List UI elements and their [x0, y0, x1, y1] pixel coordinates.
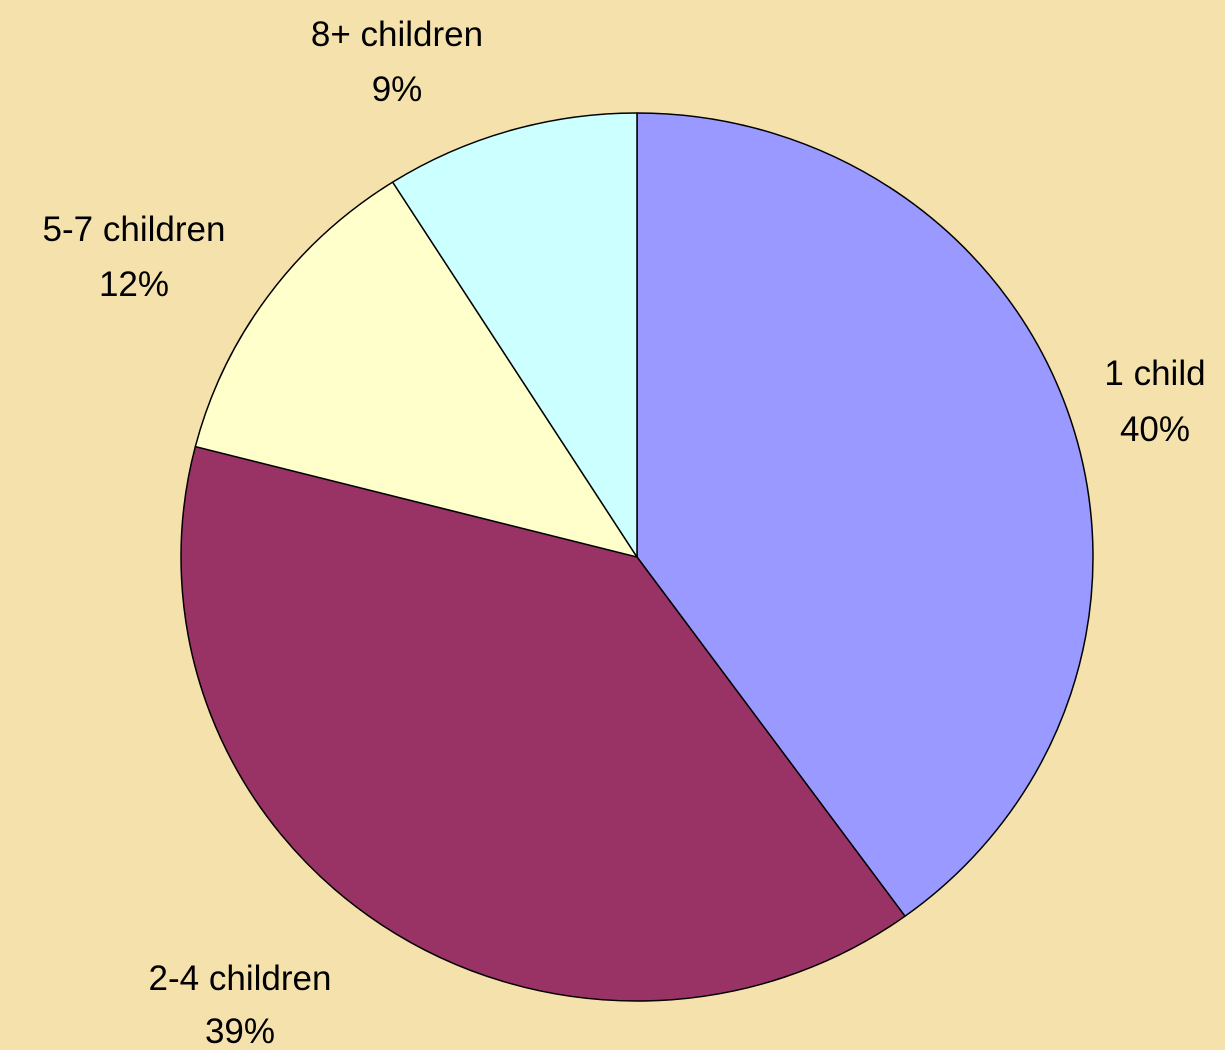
slice-category-label: 1 child	[1104, 354, 1205, 393]
pie-labels: 1 child 40% 2-4 children 39% 5-7 children 12%…	[43, 15, 1206, 1050]
pie-slices	[180, 112, 1094, 1002]
pie-slice-1-child	[636, 112, 1094, 917]
slice-percent-label: 9%	[372, 70, 423, 109]
slice-category-label: 8+ children	[311, 15, 483, 54]
slice-percent-label: 40%	[1120, 410, 1190, 449]
slice-category-label: 5-7 children	[43, 210, 226, 249]
slice-percent-label: 39%	[205, 1012, 275, 1050]
pie-slice-5-7-children	[194, 181, 638, 558]
slice-category-label: 2-4 children	[149, 959, 332, 998]
pie-slice-8-children	[391, 112, 638, 558]
pie-slice-2-4-children	[180, 445, 906, 1002]
slice-percent-label: 12%	[99, 265, 169, 304]
